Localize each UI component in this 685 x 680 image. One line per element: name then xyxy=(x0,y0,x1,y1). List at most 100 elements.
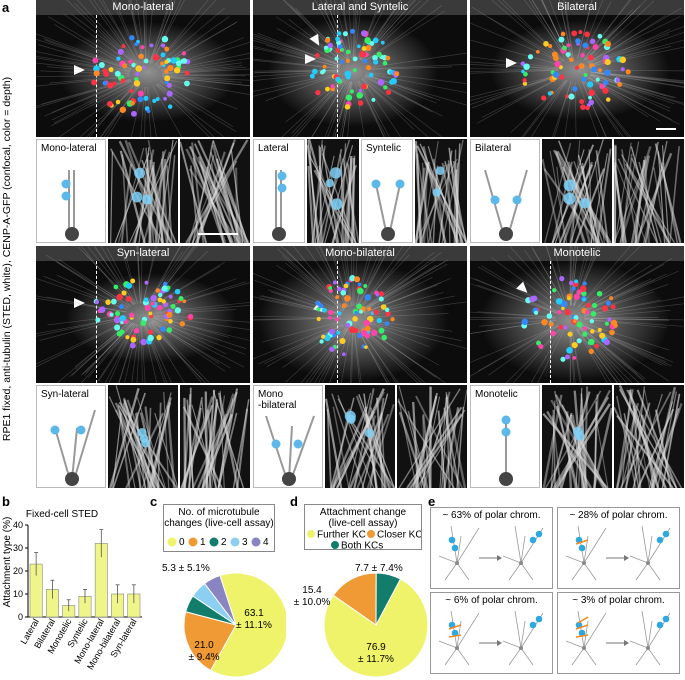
kinetochore-dot xyxy=(574,294,580,300)
kinetochore-dot xyxy=(568,332,573,337)
kinetochore-dot xyxy=(575,38,581,44)
kinetochore-dot xyxy=(322,308,327,313)
kinetochore-dot xyxy=(184,81,190,87)
kinetochore-dot xyxy=(366,65,371,70)
e-box-2: ~ 28% of polar chrom. xyxy=(557,507,680,589)
kinetochore-dot xyxy=(590,319,594,323)
kinetochore-dot xyxy=(381,304,387,310)
kinetochore-dot xyxy=(588,55,594,61)
kinetochore-dot xyxy=(135,72,139,76)
kinetochore-dot xyxy=(340,60,344,64)
kinetochore-dot xyxy=(158,293,162,297)
kinetochore-dot xyxy=(325,38,330,43)
kinetochore-dot xyxy=(575,66,579,70)
kinetochore-dot xyxy=(563,325,567,329)
kinetochore-dot xyxy=(350,90,354,94)
kinetochore-dot xyxy=(321,335,325,339)
kinetochore-dot xyxy=(549,322,554,327)
kinetochore-dot xyxy=(381,335,386,340)
kinetochore-dot xyxy=(137,96,143,102)
kinetochore-dot xyxy=(602,88,608,94)
kinetochore-dot xyxy=(335,317,339,321)
kinetochore-dot xyxy=(432,188,441,197)
kinetochore-dot xyxy=(161,52,166,57)
kinetochore-icon xyxy=(530,622,537,629)
image-mono-bilateral: Mono-bilateral xyxy=(253,246,467,383)
pie-label: ± 10.0% xyxy=(294,597,331,608)
kinetochore-dot xyxy=(591,66,597,72)
kinetochore-dot xyxy=(615,78,620,83)
kinetochore-dot xyxy=(120,315,126,321)
kinetochore-dot xyxy=(180,321,185,326)
kinetochore-dot xyxy=(582,43,588,49)
kinetochore-dot xyxy=(130,343,136,349)
legend-label: 4 xyxy=(263,537,269,548)
schematic-lateral: Lateral xyxy=(253,139,305,243)
kinetochore-dot xyxy=(135,65,142,72)
kinetochore-dot xyxy=(574,279,578,283)
kinetochore-dot xyxy=(559,276,564,281)
kinetochore-dot xyxy=(584,32,590,38)
kinetochore-dot xyxy=(130,337,136,343)
kinetochore-dot xyxy=(160,327,165,332)
kinetochore-dot xyxy=(581,77,586,82)
kinetochore-dot xyxy=(328,310,333,315)
kinetochore-dot xyxy=(347,415,356,424)
kinetochore-dot xyxy=(188,314,193,319)
kinetochore-dot xyxy=(336,331,340,335)
kinetochore-dot xyxy=(572,86,577,91)
kinetochore-dot xyxy=(528,54,533,59)
kinetochore-dot xyxy=(607,317,611,321)
kinetochore-dot xyxy=(356,92,363,99)
kinetochore-dot xyxy=(364,37,371,44)
kinetochore-dot xyxy=(362,46,367,51)
kinetochore-dot xyxy=(95,317,100,322)
kinetochore-dot xyxy=(553,72,559,78)
kinetochore-dot xyxy=(373,59,378,64)
kinetochore-dot xyxy=(394,71,399,76)
kinetochore-dot xyxy=(107,82,113,88)
kinetochore-dot xyxy=(310,74,315,79)
kinetochore-dot xyxy=(325,179,333,187)
kinetochore-dot xyxy=(91,80,97,86)
kinetochore-dot xyxy=(115,71,121,77)
kinetochore-dot xyxy=(328,286,332,290)
kinetochore-dot xyxy=(580,53,584,57)
kinetochore-dot xyxy=(126,283,132,289)
kinetochore-dot xyxy=(561,307,565,311)
kinetochore-dot xyxy=(319,339,323,343)
kinetochore-dot xyxy=(166,312,172,318)
kinetochore-dot xyxy=(164,60,168,64)
kinetochore-dot xyxy=(322,69,326,73)
kinetochore-dot xyxy=(390,317,394,321)
kinetochore-dot xyxy=(346,94,352,100)
ytick-label: 20 xyxy=(13,566,23,576)
kinetochore-dot xyxy=(376,52,381,57)
kinetochore-dot xyxy=(162,36,169,43)
kinetochore-dot xyxy=(163,97,167,101)
image-bilateral: Bilateral xyxy=(470,0,684,137)
kinetochore-dot xyxy=(116,294,122,300)
kinetochore-dot xyxy=(153,54,160,61)
kinetochore-dot xyxy=(585,106,589,110)
kinetochore-dot xyxy=(578,30,582,34)
kinetochore-dot xyxy=(131,63,135,67)
ytick-label: 40 xyxy=(13,520,23,530)
kinetochore-dot xyxy=(536,50,540,54)
kinetochore-dot xyxy=(318,303,323,308)
kinetochore-dot xyxy=(120,107,126,113)
kinetochore-dot xyxy=(131,101,135,105)
kinetochore-icon xyxy=(663,531,670,538)
ytick-label: 30 xyxy=(13,543,23,553)
kinetochore-dot xyxy=(383,85,387,89)
kinetochore-dot xyxy=(571,287,575,291)
kinetochore-dot xyxy=(376,293,380,297)
kinetochore-dot xyxy=(582,332,587,337)
kinetochore-dot xyxy=(110,313,114,317)
kinetochore-dot xyxy=(174,67,180,73)
kinetochore-dot xyxy=(558,37,564,43)
kinetochore-dot xyxy=(573,427,583,437)
kinetochore-dot xyxy=(102,69,107,74)
kinetochore-dot xyxy=(354,328,359,333)
kinetochore-dot xyxy=(598,68,602,72)
